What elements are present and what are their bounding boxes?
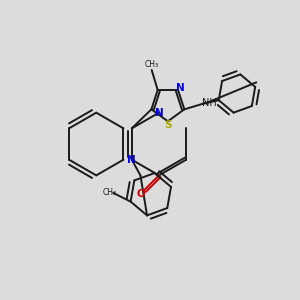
- Text: N: N: [128, 155, 136, 165]
- Text: CH₃: CH₃: [103, 188, 117, 197]
- Text: O: O: [136, 189, 145, 199]
- Text: CH₃: CH₃: [145, 60, 159, 69]
- Text: S: S: [164, 120, 172, 130]
- Text: N: N: [176, 83, 185, 94]
- Text: NH: NH: [202, 98, 217, 108]
- Text: N: N: [154, 108, 163, 118]
